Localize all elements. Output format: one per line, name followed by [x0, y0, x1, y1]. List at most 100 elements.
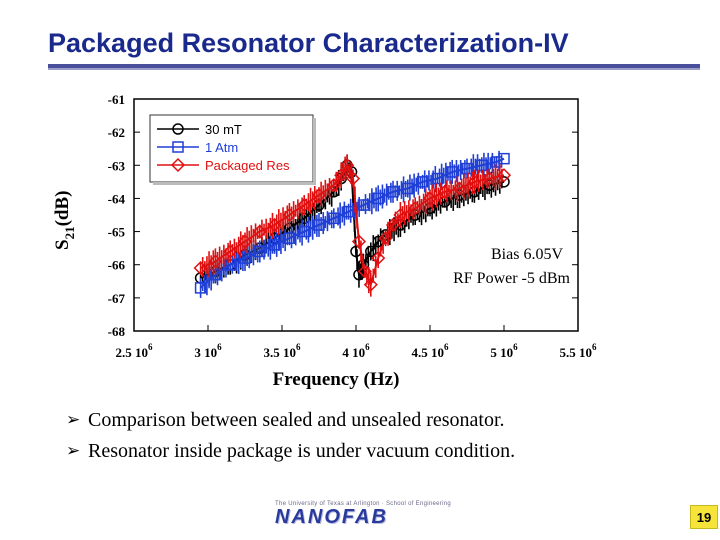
legend-label: 1 Atm [205, 140, 238, 155]
data-point [326, 178, 341, 193]
bullet-item: ➢ Comparison between sealed and unsealed… [66, 405, 515, 436]
svg-text:S21(dB): S21(dB) [52, 191, 77, 250]
arrow-bullet-icon: ➢ [66, 441, 81, 461]
data-point [283, 232, 296, 244]
y-tick-label: -63 [108, 158, 126, 173]
legend-shadow-bottom [153, 182, 316, 185]
data-point [223, 244, 238, 259]
annotation-bias: Bias 6.05V [491, 246, 563, 263]
data-point [311, 188, 327, 203]
data-point [498, 152, 510, 165]
logo-university-text: The University of Texas at Arlington · S… [275, 501, 451, 507]
x-tick-label: 2.5 106 [116, 342, 154, 360]
data-point [452, 181, 467, 196]
data-point [252, 224, 267, 239]
x-tick-label: 5 106 [490, 342, 518, 360]
arrow-bullet-icon: ➢ [66, 410, 81, 430]
data-point [365, 245, 377, 258]
series-packaged-res [193, 154, 512, 297]
legend-label: Packaged Res [205, 158, 290, 173]
x-tick-label: 4 106 [342, 342, 370, 360]
data-point [351, 234, 367, 249]
title-rule-shadow [48, 68, 700, 70]
x-axis-ticks: 2.5 106 3 106 3.5 106 4 106 4.5 106 5 106 5.5 … [116, 325, 598, 360]
data-point [371, 251, 386, 266]
annotation-rf-power: RF Power -5 dBm [453, 270, 570, 287]
data-point [482, 171, 497, 186]
data-point [467, 174, 482, 189]
data-point [393, 207, 408, 223]
data-point [313, 219, 325, 231]
y-tick-label: -67 [108, 291, 126, 306]
data-point [496, 168, 512, 183]
y-tick-label: -64 [108, 191, 126, 206]
legend: 30 mT 1 Atm Packaged Res [149, 114, 316, 185]
series-layer [193, 150, 512, 298]
data-point [387, 186, 399, 198]
bullet-item: ➢ Resonator inside package is under vacu… [66, 436, 515, 467]
y-axis-label-unit: (dB) [52, 191, 73, 227]
data-point [422, 191, 438, 206]
title-rule [48, 64, 700, 68]
logo-nanofab-text: NANOFAB [275, 506, 388, 528]
bullet-text: Resonator inside package is under vacuum… [88, 440, 516, 462]
data-point [402, 182, 414, 195]
legend-shadow-right [313, 118, 316, 184]
y-tick-label: -61 [108, 92, 125, 107]
data-point [298, 225, 310, 238]
data-point [193, 260, 208, 276]
data-point [446, 166, 458, 178]
x-tick-label: 5.5 106 [560, 342, 598, 360]
data-point [437, 184, 452, 199]
data-point [237, 234, 253, 249]
data-point [267, 217, 282, 233]
data-point [268, 239, 281, 251]
nanofab-logo: The University of Texas at Arlington · S… [275, 501, 451, 531]
bullet-text: Comparison between sealed and unsealed r… [88, 409, 505, 431]
y-axis-ticks: -61 -62 -63 -64 -65 -66 -67 -68 [108, 92, 578, 339]
legend-label: 30 mT [205, 122, 242, 137]
data-point [345, 171, 361, 186]
y-tick-label: -68 [108, 324, 126, 339]
data-point [385, 217, 401, 233]
y-axis-label-main: S [52, 239, 73, 250]
data-point [353, 268, 365, 281]
data-point [194, 282, 207, 294]
x-axis-label: Frequency (Hz) [273, 369, 400, 390]
series-line [200, 163, 505, 288]
x-tick-label: 3 106 [194, 342, 222, 360]
data-point [357, 264, 372, 279]
data-point [461, 162, 473, 175]
data-point [357, 199, 370, 211]
data-point [239, 252, 251, 264]
data-point [334, 168, 349, 183]
legend-marker [172, 141, 184, 153]
y-tick-label: -65 [108, 225, 126, 240]
data-point [297, 197, 312, 213]
y-tick-label: -66 [108, 258, 126, 273]
s21-frequency-chart: -61 -62 -63 -64 -65 -66 -67 -68 2.5 106 3 106 3.5… [52, 92, 598, 390]
data-point [431, 172, 444, 185]
data-point [408, 201, 423, 216]
data-point [282, 207, 297, 223]
data-point [476, 159, 488, 172]
legend-marker [172, 123, 184, 135]
data-point [254, 245, 266, 258]
x-tick-label: 3.5 106 [264, 342, 302, 360]
x-tick-label: 4.5 106 [412, 342, 450, 360]
legend-marker [170, 157, 186, 173]
data-point [340, 158, 355, 173]
series-1-atm [194, 150, 510, 298]
y-tick-label: -62 [108, 125, 125, 140]
data-point [372, 192, 384, 205]
slide-title: Packaged Resonator Characterization-IV [48, 28, 569, 58]
y-axis-label: S21(dB) [52, 191, 77, 250]
data-point [416, 176, 429, 188]
data-point [363, 277, 378, 292]
data-point [208, 254, 223, 269]
page-number-badge: 19 [690, 505, 718, 529]
bullet-list: ➢ Comparison between sealed and unsealed… [66, 405, 515, 467]
data-point [490, 156, 503, 168]
data-point [342, 205, 355, 218]
y-axis-label-sub: 21 [62, 226, 77, 239]
